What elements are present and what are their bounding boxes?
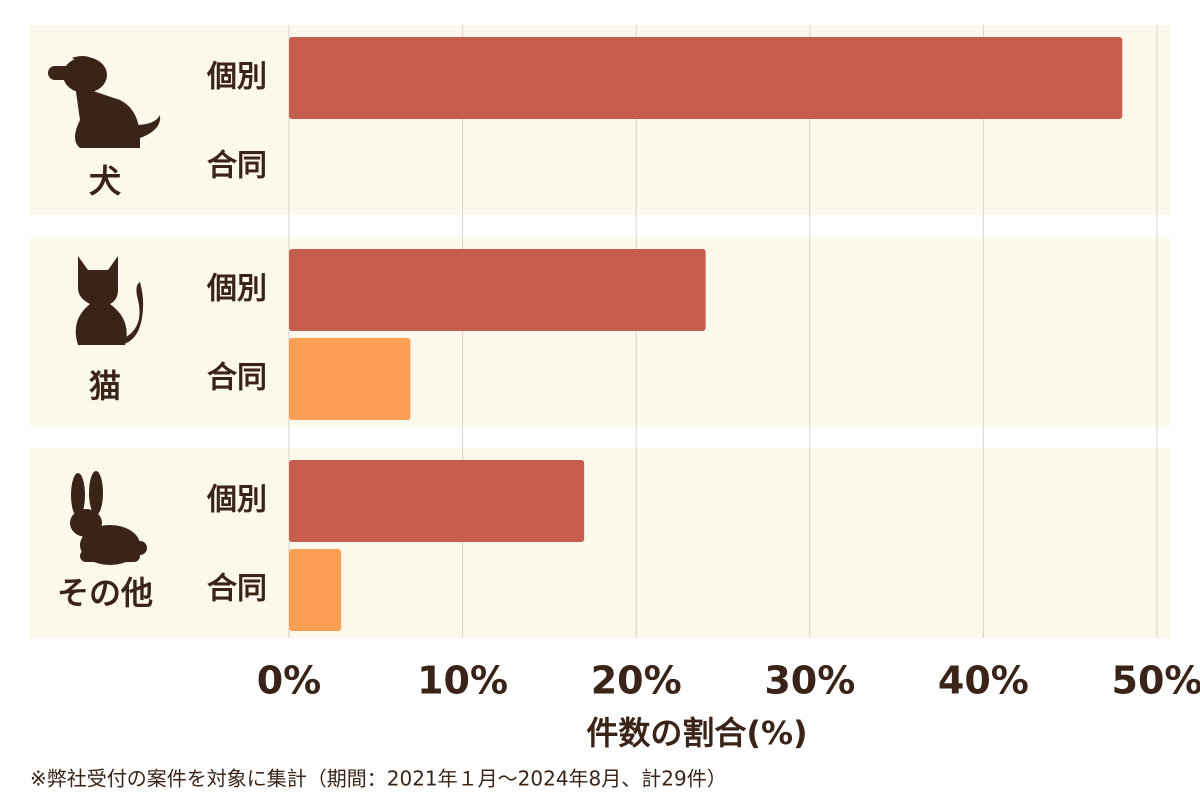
x-tick-label: 20% <box>591 659 682 703</box>
x-tick-label: 50% <box>1112 659 1200 703</box>
group-panel <box>30 448 1170 638</box>
bar <box>289 37 1123 119</box>
rabbit-icon <box>70 471 147 565</box>
dog-icon <box>48 56 161 148</box>
bar <box>289 460 585 542</box>
x-tick-label: 0% <box>257 659 322 703</box>
row-label: 合同 <box>207 361 267 396</box>
x-tick-label: 10% <box>417 659 508 703</box>
cat-icon <box>75 256 144 345</box>
row-label: 個別 <box>206 60 267 95</box>
category-label: 犬 <box>89 162 121 200</box>
footnote: ※弊社受付の案件を対象に集計（期間：2021年１月～2024年8月、計29件） <box>30 767 727 791</box>
row-label: 合同 <box>207 572 267 607</box>
x-tick-label: 30% <box>764 659 855 703</box>
row-label: 個別 <box>206 272 267 307</box>
category-label: その他 <box>57 574 153 612</box>
bar <box>289 338 411 420</box>
bar <box>289 249 706 331</box>
row-label: 合同 <box>207 149 267 184</box>
category-label: 猫 <box>89 367 121 405</box>
x-tick-label: 40% <box>938 659 1029 703</box>
bar <box>289 549 342 631</box>
x-axis-label: 件数の割合(%) <box>586 714 807 752</box>
row-label: 個別 <box>206 483 267 518</box>
